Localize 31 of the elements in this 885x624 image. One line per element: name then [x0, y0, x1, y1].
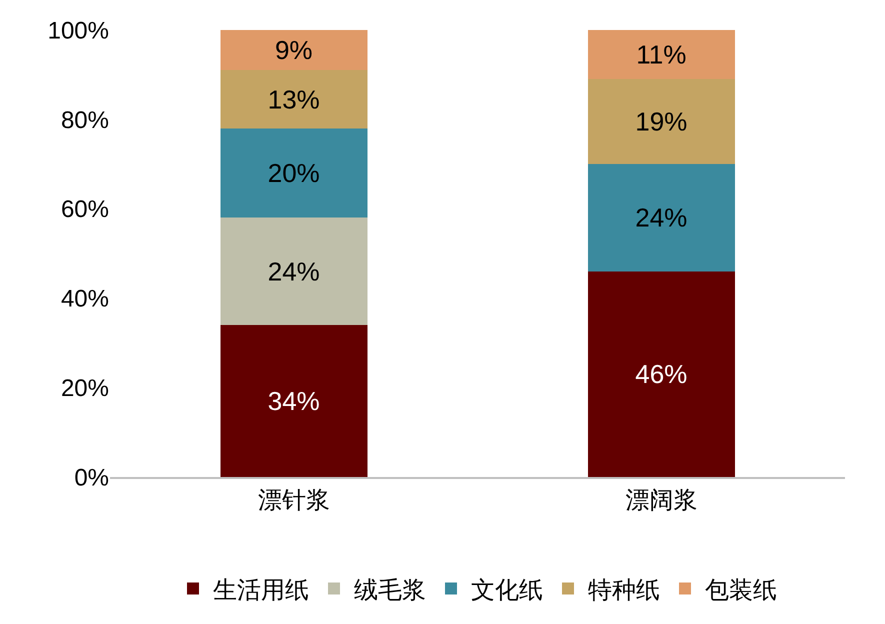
legend-label: 特种纸: [588, 576, 660, 604]
bar: [220, 70, 368, 128]
data-label: 24%: [268, 256, 320, 286]
data-label: 20%: [268, 158, 320, 188]
y-tick-label: 0%: [74, 464, 109, 492]
legend-label: 文化纸: [471, 576, 543, 604]
data-label: 24%: [635, 202, 688, 233]
y-tick-label: 20%: [60, 375, 109, 402]
y-tick-label: 100%: [48, 17, 109, 44]
y-tick-label: 60%: [60, 196, 109, 224]
data-label: 46%: [635, 359, 688, 390]
bar: [588, 271, 735, 477]
y-tick-label: 40%: [60, 286, 109, 313]
bar: [220, 218, 368, 326]
data-label: 19%: [635, 106, 688, 137]
bar: [220, 128, 368, 218]
bar: [588, 164, 735, 272]
y-tick-label: 80%: [60, 106, 109, 134]
bar: [588, 30, 735, 80]
x-tick-label: 漂阔浆: [625, 486, 698, 514]
x-tick-label: 漂针浆: [258, 486, 330, 514]
bar: [588, 79, 735, 164]
data-label: 11%: [636, 40, 686, 70]
data-label: 13%: [268, 84, 320, 114]
data-label: 9%: [274, 35, 313, 66]
data-label: 34%: [268, 386, 320, 416]
legend-label: 包装纸: [705, 576, 777, 604]
bar: [220, 30, 368, 70]
legend-label: 绒毛浆: [354, 576, 426, 604]
legend-label: 生活用纸: [213, 576, 309, 604]
bar: [220, 325, 368, 477]
